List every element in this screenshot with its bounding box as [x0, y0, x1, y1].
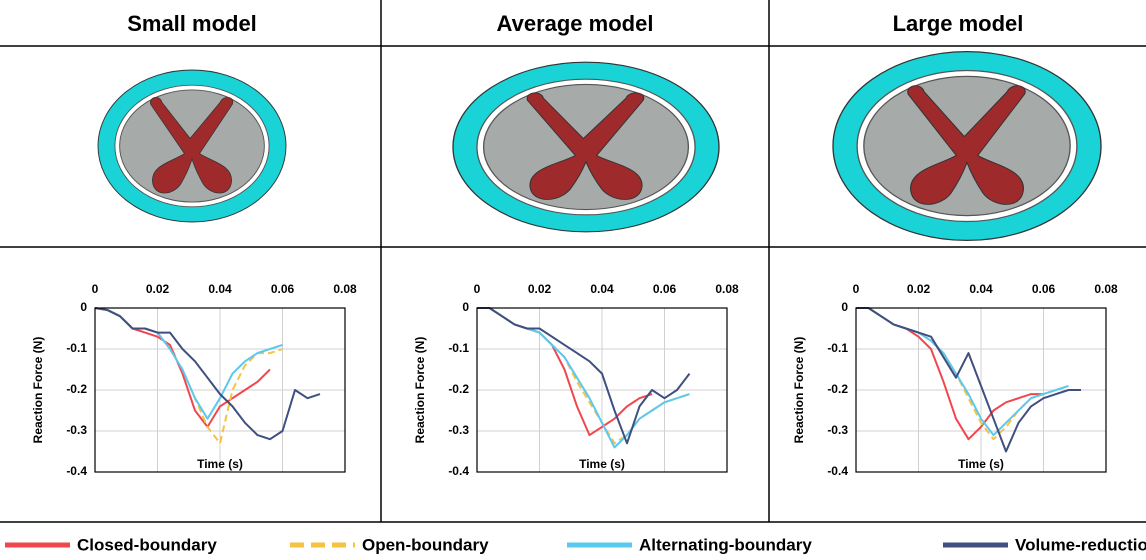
x-tick-label: 0 [853, 282, 860, 296]
y-tick-label: 0 [462, 300, 469, 314]
x-axis-label: Time (s) [958, 457, 1004, 471]
y-tick-label: -0.2 [448, 382, 469, 396]
x-tick-label: 0.04 [969, 282, 993, 296]
x-tick-label: 0.08 [715, 282, 739, 296]
y-axis-label: Reaction Force (N) [31, 337, 45, 444]
legend-label: Closed-boundary [77, 535, 217, 554]
panel-title: Large model [893, 11, 1024, 36]
y-tick-label: -0.3 [66, 423, 87, 437]
x-tick-label: 0.02 [146, 282, 170, 296]
y-tick-label: -0.2 [827, 382, 848, 396]
x-axis-label: Time (s) [197, 457, 243, 471]
legend-label: Volume-reduction [1015, 535, 1146, 554]
x-tick-label: 0.02 [907, 282, 931, 296]
x-tick-label: 0.04 [590, 282, 614, 296]
legend-label: Open-boundary [362, 535, 489, 554]
cross-section [453, 62, 719, 232]
x-tick-label: 0.08 [333, 282, 357, 296]
x-tick-label: 0.08 [1094, 282, 1118, 296]
y-tick-label: -0.1 [448, 341, 469, 355]
x-tick-label: 0.06 [1032, 282, 1056, 296]
x-tick-label: 0.06 [271, 282, 295, 296]
panel-title: Average model [497, 11, 654, 36]
y-axis-label: Reaction Force (N) [413, 337, 427, 444]
panel-title: Small model [127, 11, 257, 36]
y-tick-label: -0.3 [827, 423, 848, 437]
y-axis-label: Reaction Force (N) [792, 337, 806, 444]
x-tick-label: 0.02 [528, 282, 552, 296]
y-tick-label: 0 [80, 300, 87, 314]
y-tick-label: -0.3 [448, 423, 469, 437]
x-axis-label: Time (s) [579, 457, 625, 471]
y-tick-label: -0.1 [66, 341, 87, 355]
y-tick-label: -0.2 [66, 382, 87, 396]
y-tick-label: -0.4 [66, 464, 87, 478]
cross-section [98, 70, 286, 222]
x-tick-label: 0.06 [653, 282, 677, 296]
y-tick-label: 0 [841, 300, 848, 314]
y-tick-label: -0.4 [827, 464, 848, 478]
legend-label: Alternating-boundary [639, 535, 812, 554]
y-tick-label: -0.4 [448, 464, 469, 478]
y-tick-label: -0.1 [827, 341, 848, 355]
cross-section [833, 52, 1101, 241]
x-tick-label: 0 [474, 282, 481, 296]
figure: Small model 0 0.02 0.04 0.06 0.08 0 -0.1 -0.2 -0.… [0, 0, 1146, 560]
page: Small model 0 0.02 0.04 0.06 0.08 0 -0.1 -0.2 -0.… [0, 0, 1146, 560]
x-tick-label: 0 [92, 282, 99, 296]
x-tick-label: 0.04 [208, 282, 232, 296]
